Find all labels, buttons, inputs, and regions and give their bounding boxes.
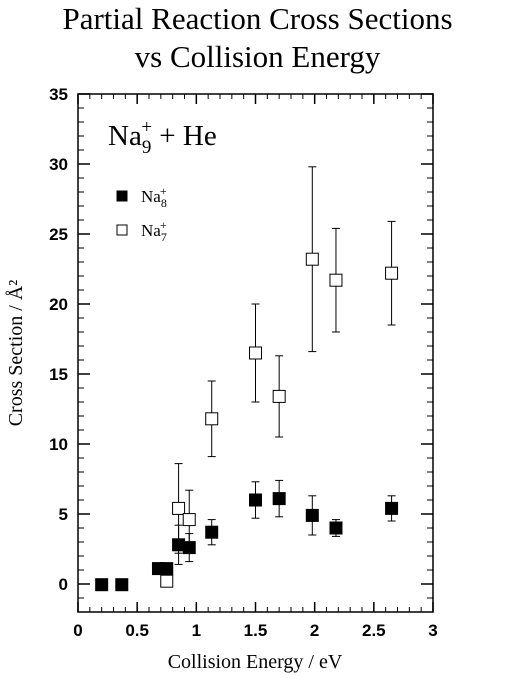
- legend: Na8+Na7+: [116, 184, 167, 244]
- data-point-na8: [205, 525, 219, 539]
- y-tick-label: 5: [59, 505, 68, 524]
- legend-label-sub: 7: [161, 230, 167, 244]
- y-tick-label: 0: [59, 575, 68, 594]
- y-tick-label: 30: [49, 155, 68, 174]
- x-tick-label: 2: [310, 621, 319, 640]
- legend-label-base: Na: [141, 187, 161, 206]
- data-point-na7: [160, 574, 174, 588]
- y-tick-label: 15: [49, 365, 68, 384]
- axis-ticks: [77, 93, 434, 613]
- legend-label-base: Na: [141, 221, 161, 240]
- legend-label: Na8+: [141, 184, 167, 210]
- data-point-na8: [160, 562, 174, 576]
- x-tick-label: 0.5: [125, 621, 149, 640]
- annotation-sub: 9: [142, 137, 152, 158]
- x-axis-label: Collision Energy / eV: [168, 651, 343, 673]
- data-point-na7: [385, 266, 399, 280]
- data-point-na8: [305, 508, 319, 522]
- annotation-base: Na: [108, 120, 142, 152]
- legend-marker: [116, 224, 128, 236]
- x-tick-label: 0: [73, 621, 82, 640]
- annotation-sup: +: [141, 117, 152, 138]
- legend-label-sup: +: [160, 184, 167, 198]
- data-markers: [95, 252, 399, 592]
- data-point-na8: [385, 501, 399, 515]
- legend-label-sub: 8: [161, 196, 167, 210]
- x-tick-label: 1.5: [244, 621, 268, 640]
- y-tick-label: 35: [49, 85, 68, 104]
- reaction-annotation: Na9+ + He: [108, 117, 217, 158]
- data-point-na7: [272, 389, 286, 403]
- data-point-na7: [182, 513, 196, 527]
- legend-label: Na7+: [141, 218, 167, 244]
- data-point-na8: [329, 521, 343, 535]
- data-point-na8: [95, 578, 109, 592]
- data-point-na7: [172, 501, 186, 515]
- data-point-na7: [205, 412, 219, 426]
- y-tick-label: 25: [49, 225, 68, 244]
- chart-title-line-2: vs Collision Energy: [134, 39, 381, 74]
- x-tick-label: 3: [428, 621, 437, 640]
- data-point-na7: [329, 273, 343, 287]
- plot-frame: [77, 93, 434, 613]
- legend-label-sup: +: [160, 218, 167, 232]
- legend-marker: [116, 190, 128, 202]
- y-axis-label: Cross Section / Å²: [5, 280, 27, 427]
- data-point-na7: [249, 346, 262, 360]
- data-point-na8: [249, 493, 262, 507]
- data-point-na8: [272, 492, 286, 506]
- y-tick-label: 10: [49, 435, 68, 454]
- y-tick-label: 20: [49, 295, 68, 314]
- chart-title-line-1: Partial Reaction Cross Sections: [62, 1, 453, 36]
- data-point-na8: [115, 578, 129, 592]
- data-point-na7: [305, 252, 319, 266]
- data-point-na8: [182, 541, 196, 555]
- annotation-rest: + He: [152, 120, 217, 152]
- x-tick-label: 2.5: [362, 621, 386, 640]
- x-tick-label: 1: [192, 621, 201, 640]
